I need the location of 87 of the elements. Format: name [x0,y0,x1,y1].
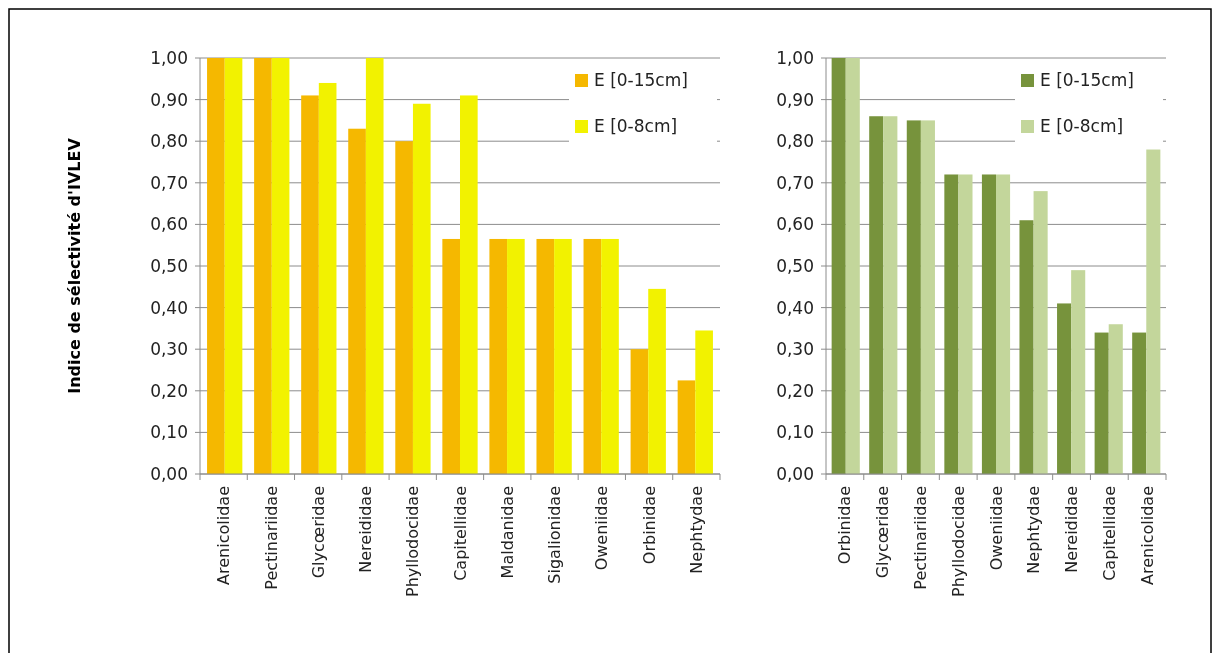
y-tick-label: 0,40 [150,297,188,318]
bar [996,174,1011,474]
y-tick-label: 1,00 [776,47,814,68]
bar [677,380,696,474]
bar [489,238,508,474]
bar [883,116,898,474]
x-tick-label: Nephtydae [686,486,706,574]
y-tick-label: 0,00 [150,463,188,484]
y-tick-label: 0,40 [776,297,814,318]
y-tick-label: 0,70 [150,172,188,193]
x-tick-label: Arenicolidae [1137,486,1157,585]
y-tick-label: 0,50 [776,255,814,276]
bar [1094,332,1109,474]
bar [271,58,290,474]
y-tick-label: 0,10 [150,422,188,443]
bar [412,103,431,474]
y-tick-label: 0,10 [776,422,814,443]
bar [1033,191,1048,474]
bar [1071,270,1086,474]
bar [583,238,602,474]
bar [630,349,649,474]
bar [958,174,973,474]
bar [1019,220,1034,474]
x-tick-label: Pectinariidae [261,486,281,590]
legend-label: E [0-8cm] [594,116,678,136]
y-tick-label: 0,80 [150,131,188,152]
y-tick-label: 1,00 [150,47,188,68]
bar [906,120,921,474]
bar [1057,303,1072,474]
y-tick-label: 0,90 [776,89,814,110]
x-tick-label: Arenicolidae [214,486,234,585]
bar [554,238,572,474]
legend-label: E [0-15cm] [1040,70,1134,90]
bar [1132,332,1147,474]
bar [869,116,884,474]
bar [845,58,860,474]
x-tick-label: Oweniidae [592,486,612,571]
x-tick-label: Phyllodocidae [948,486,968,597]
y-tick-label: 0,20 [776,380,814,401]
x-tick-label: Nephtydae [1024,486,1044,574]
bar [395,141,413,474]
bar [981,174,996,474]
bar [224,58,243,474]
y-tick-label: 0,70 [776,172,814,193]
bar [301,95,319,474]
y-tick-label: 0,60 [776,214,814,235]
bar [944,174,959,474]
x-tick-label: Capitellidae [450,486,470,581]
legend-label: E [0-15cm] [594,70,688,90]
bar [207,58,225,474]
bar [601,238,619,474]
x-tick-label: Capitellidae [1099,486,1119,581]
bar [1146,149,1161,474]
x-tick-label: Glycœridae [873,486,893,579]
bar [1108,324,1123,474]
bar [695,330,713,474]
bar [648,288,666,474]
x-tick-label: Nereididae [356,486,376,573]
x-tick-label: Nereididae [1062,486,1082,573]
x-tick-label: Orbinidae [639,486,659,565]
x-tick-label: Phyllodocidae [403,486,423,597]
bar [507,238,525,474]
x-tick-label: Oweniidae [986,486,1006,571]
y-tick-label: 0,90 [150,89,188,110]
y-tick-label: 0,60 [150,214,188,235]
x-tick-label: Orbinidae [835,486,855,565]
bar [536,238,555,474]
bar [460,95,478,474]
y-axis-title: Indice de sélectivité d'IVLEV [65,137,84,394]
y-tick-label: 0,80 [776,131,814,152]
bar [831,58,846,474]
x-tick-label: Sigalionidae [545,486,565,584]
y-tick-label: 0,00 [776,463,814,484]
bar [348,128,366,474]
bar [254,58,272,474]
legend-label: E [0-8cm] [1040,116,1124,136]
y-tick-label: 0,30 [776,339,814,360]
x-tick-label: Pectinariidae [911,486,931,590]
y-tick-label: 0,20 [150,380,188,401]
x-tick-label: Glycœridae [308,486,328,579]
bar [318,82,337,474]
bar [365,58,384,474]
bar [920,120,935,474]
bar [442,238,460,474]
y-tick-label: 0,30 [150,339,188,360]
y-tick-label: 0,50 [150,255,188,276]
x-tick-label: Maldanidae [497,486,517,579]
